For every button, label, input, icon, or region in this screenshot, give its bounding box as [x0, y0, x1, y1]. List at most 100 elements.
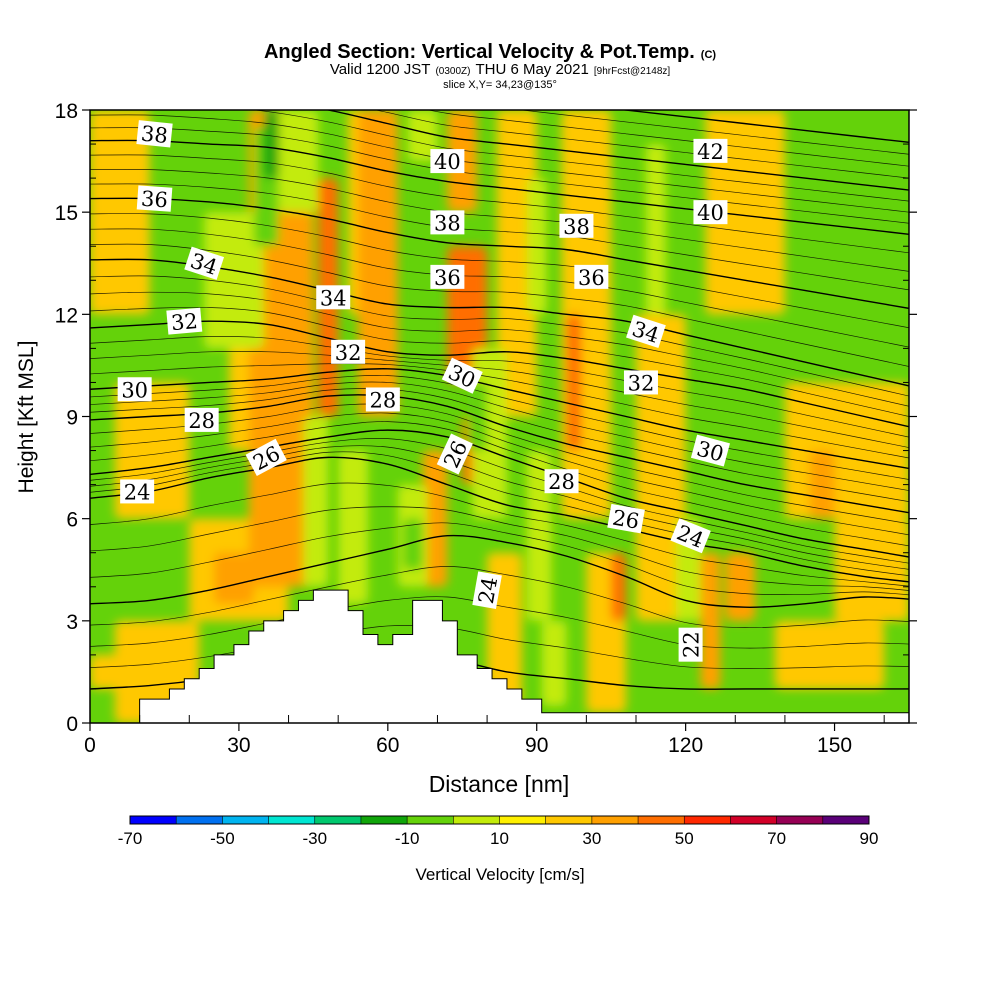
contour-label: 42	[693, 138, 728, 164]
contour-label: 24	[472, 571, 502, 610]
isentrope-minor	[90, 412, 909, 536]
contour-label: 24	[670, 518, 711, 554]
contour-label-text: 32	[628, 371, 655, 395]
colorbar-swatch	[545, 816, 593, 824]
isentrope-minor	[90, 154, 909, 254]
colorbar-swatch	[407, 816, 454, 824]
isentrope-minor	[90, 291, 909, 407]
colorbar: -70 -50 -30 -10 10 30 50 70 90	[118, 815, 878, 848]
contour-label: 28	[184, 407, 219, 433]
contour-label: 22	[678, 627, 704, 662]
colorbar-tick-label: 10	[490, 829, 509, 848]
colorbar-swatch	[499, 816, 547, 824]
isentrope-lines	[90, 110, 909, 690]
isentrope-minor	[90, 213, 909, 329]
x-tick-label: 0	[84, 734, 96, 757]
velocity-region	[774, 620, 885, 689]
x-tick-label: 150	[817, 734, 852, 757]
isentrope-minor	[90, 375, 909, 480]
contour-label: 38	[430, 210, 465, 235]
chart-subtitle: Valid 1200 JST (0300Z) THU 6 May 2021 [9hrF…	[330, 61, 671, 78]
chart-title: Angled Section: Vertical Velocity & Pot.…	[264, 41, 716, 63]
velocity-region	[338, 450, 368, 604]
colorbar-swatch	[591, 816, 639, 824]
contour-label: 24	[120, 479, 155, 504]
contour-label-text: 40	[697, 201, 724, 225]
isentrope-minor	[90, 183, 909, 291]
subtitle-date: THU 6 May 2021	[475, 61, 588, 78]
contour-label: 30	[690, 434, 730, 467]
velocity-region	[90, 110, 150, 315]
isentrope-28	[90, 394, 909, 514]
isentrope-minor	[90, 506, 909, 591]
isentrope-36	[90, 197, 909, 310]
isentrope-32	[90, 320, 909, 428]
isentrope-minor	[90, 306, 909, 417]
isentrope-minor	[90, 168, 909, 272]
y-tick-label: 3	[66, 611, 78, 634]
contour-label: 30	[117, 377, 152, 402]
isentrope-26	[90, 429, 909, 558]
contour-labels: 3836343230282624343228403836302624383634…	[117, 120, 730, 662]
isentrope-minor	[90, 275, 909, 397]
isentrope-minor	[90, 336, 909, 438]
velocity-region	[645, 144, 666, 315]
contour-label-text: 36	[140, 187, 168, 213]
contour-label: 32	[623, 370, 658, 395]
contour-label-text: 28	[188, 409, 215, 433]
contour-label-text: 28	[548, 470, 575, 494]
isentrope-34	[90, 258, 909, 387]
contour-label-text: 28	[369, 388, 396, 412]
isentrope-minor	[90, 522, 909, 596]
isentrope-minor	[90, 403, 909, 525]
velocity-region	[90, 654, 125, 689]
colorbar-swatch	[453, 816, 500, 824]
velocity-region	[303, 416, 329, 587]
contour-label-text: 38	[140, 122, 169, 149]
isentrope-minor	[90, 445, 909, 570]
contour-label-text: 38	[563, 215, 590, 239]
isentrope-minor	[90, 421, 909, 547]
isentrope-minor	[90, 388, 909, 502]
isentrope-minor	[90, 438, 909, 564]
colorbar-swatch	[360, 816, 408, 824]
contour-label-text: 32	[335, 341, 362, 365]
y-tick-label: 6	[66, 509, 78, 532]
contour-label: 38	[559, 213, 594, 239]
chart-title-text: Angled Section: Vertical Velocity & Pot.…	[264, 41, 695, 63]
isentrope-minor	[90, 625, 909, 669]
isentrope-minor	[374, 110, 909, 179]
velocity-region	[611, 552, 627, 621]
isentrope-minor	[90, 243, 909, 367]
contour-label-text: 36	[578, 266, 605, 290]
colorbar-swatch	[222, 816, 270, 824]
contour-label: 40	[430, 149, 465, 174]
x-axis-label: Distance [nm]	[429, 771, 570, 797]
x-tick-label: 120	[668, 734, 703, 757]
colorbar-swatch	[822, 816, 870, 824]
colorbar-swatch	[314, 816, 362, 824]
x-tick-label: 30	[227, 734, 250, 757]
isentrope-minor	[90, 596, 909, 649]
colorbar-tick-label: 30	[582, 829, 601, 848]
isentrope-minor	[90, 363, 909, 459]
y-tick-label: 18	[55, 100, 78, 123]
subtitle-forecast: [9hrFcst@2148z]	[594, 66, 671, 77]
y-tick-label: 0	[66, 713, 78, 736]
y-tick-label: 15	[55, 202, 78, 225]
subtitle-valid: Valid 1200 JST	[330, 61, 431, 78]
colorbar-swatch	[776, 816, 824, 824]
chart-title-unit: (C)	[701, 49, 717, 61]
plot-area: 3836343230282624343228403836302624383634…	[90, 110, 909, 723]
colorbar-swatch	[684, 816, 731, 824]
contour-label: 28	[365, 387, 400, 412]
isentrope-minor	[426, 110, 909, 167]
colorbar-swatch	[176, 816, 223, 824]
y-tick-label: 12	[55, 304, 78, 327]
colorbar-tick-label: 50	[675, 829, 694, 848]
contour-label: 34	[316, 285, 351, 310]
contour-label-text: 36	[434, 266, 461, 290]
contour-label: 32	[331, 339, 366, 365]
contour-label-text: 40	[434, 150, 461, 174]
